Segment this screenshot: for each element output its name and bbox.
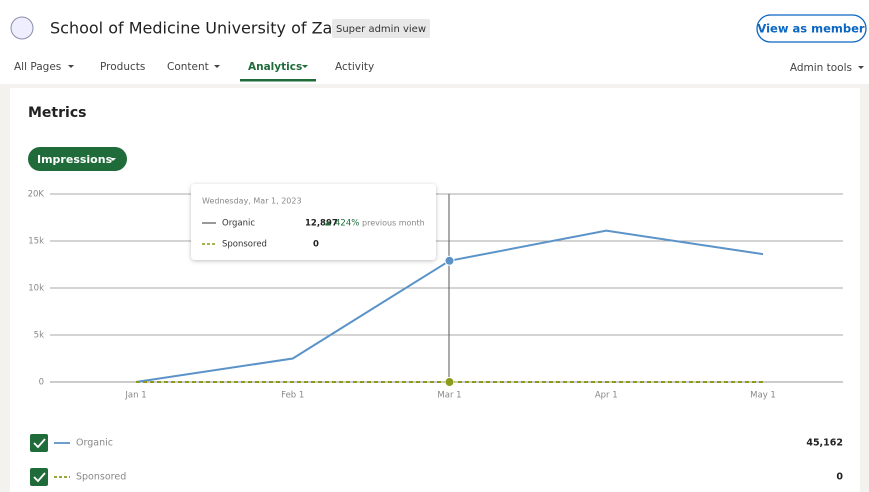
x-tick-label: Apr 1 xyxy=(595,391,618,401)
legend: Organic 45,162 Sponsored 0 xyxy=(30,434,843,486)
tooltip xyxy=(191,184,436,260)
y-tick-label: 10k xyxy=(28,284,44,294)
logo xyxy=(10,16,34,40)
tooltip-date: Wednesday, Mar 1, 2023 xyxy=(202,197,302,206)
legend-label: Sponsored xyxy=(76,472,126,483)
badge-bg xyxy=(332,19,430,38)
up-arrow xyxy=(325,220,331,226)
view-button-label[interactable]: View as member xyxy=(757,22,864,36)
top-bar xyxy=(0,0,869,84)
page-title: School of Medicine University of Zagreb xyxy=(50,19,369,38)
tooltip-change-text: previous month xyxy=(362,219,425,228)
y-tick-label: 15k xyxy=(28,237,44,247)
x-tick-label: Mar 1 xyxy=(437,391,461,401)
y-tick-label: 20K xyxy=(28,190,45,200)
view-button[interactable] xyxy=(756,14,867,43)
metric-button-label[interactable]: Impressions xyxy=(37,153,113,166)
tooltip-value: 0 xyxy=(313,240,319,250)
hover-point xyxy=(444,377,455,387)
x-tick-label: Jan 1 xyxy=(124,391,146,401)
tooltip-series: Sponsored xyxy=(222,240,267,250)
checkbox xyxy=(30,434,48,452)
nav-item[interactable]: Products xyxy=(100,61,145,73)
tooltip-value: 12,897 xyxy=(305,219,338,229)
series-total: 45,162 xyxy=(806,438,843,449)
nav-item[interactable]: All Pages xyxy=(14,61,61,73)
y-tick-label: 5k xyxy=(34,331,44,341)
caret xyxy=(302,65,308,68)
checkbox xyxy=(30,468,48,486)
caret xyxy=(214,65,220,68)
badge: Super admin view xyxy=(336,24,426,35)
metric-button[interactable] xyxy=(28,147,127,171)
tooltip-change: 424% xyxy=(335,219,359,229)
series-total: 0 xyxy=(836,472,843,483)
nav-item[interactable]: Activity xyxy=(335,61,374,73)
caret xyxy=(110,158,116,161)
legend-label: Organic xyxy=(76,438,113,449)
caret xyxy=(68,65,74,68)
tooltip-series: Organic xyxy=(222,219,255,229)
hover-points xyxy=(444,255,455,387)
card xyxy=(10,88,860,492)
y-tick-label: 0 xyxy=(39,378,44,388)
x-tick-label: Feb 1 xyxy=(281,391,304,401)
checkmark xyxy=(33,472,46,483)
active-underline xyxy=(240,79,316,82)
x-tick-label: May 1 xyxy=(750,391,776,401)
nav-item-active[interactable]: Analytics xyxy=(248,61,302,73)
nav-item[interactable]: Content xyxy=(167,61,209,73)
admin-tools[interactable]: Admin tools xyxy=(790,62,852,74)
caret xyxy=(858,66,864,69)
hover-point xyxy=(444,255,455,266)
checkmark xyxy=(33,438,46,449)
section-title: Metrics xyxy=(28,105,86,121)
